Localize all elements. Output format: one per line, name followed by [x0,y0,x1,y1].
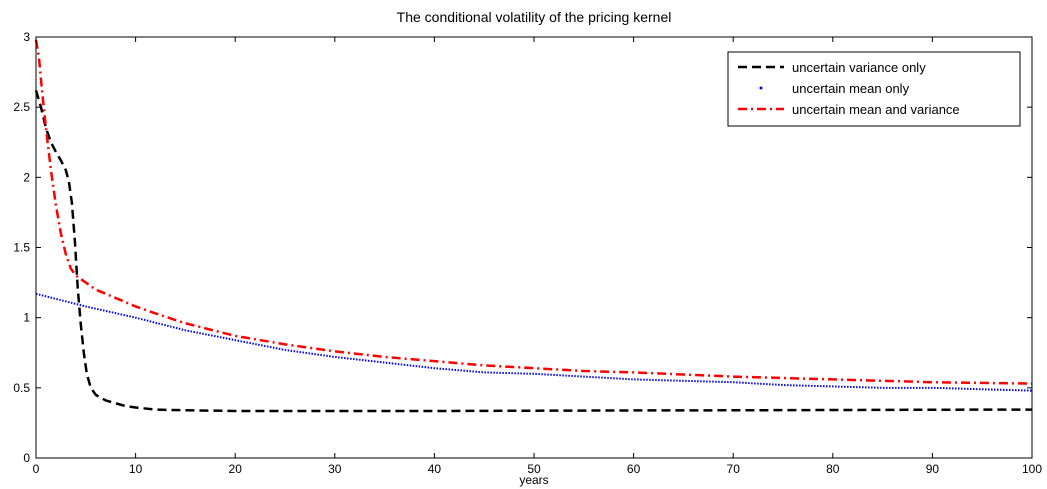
x-axis-label: years [519,473,548,487]
x-tick-label: 80 [826,462,840,476]
series-layer [34,39,1033,413]
y-tick-label: 1 [23,311,30,325]
x-tick-label: 0 [33,462,40,476]
ticks-layer: 0 10 20 30 40 50 60 70 80 90 100 0 0.5 1 1.5 2 2.5 3 [13,30,1042,476]
y-tick-label: 3 [23,30,30,44]
legend: uncertain variance only uncertain mean on… [727,51,1021,127]
legend-box [727,51,1021,127]
x-tick-label: 70 [727,462,741,476]
x-tick-label: 60 [627,462,641,476]
y-tick-label: 0 [23,451,30,465]
y-tick-label: 1.5 [13,241,30,255]
x-tick-label: 30 [328,462,342,476]
chart-title: The conditional volatility of the pricin… [397,9,672,25]
x-tick-label: 100 [1022,462,1042,476]
x-tick-label: 20 [229,462,243,476]
series-line-3 [34,39,1033,385]
series-line-1 [34,89,1033,413]
series-line-2 [35,292,1033,392]
legend-swatch-2 [759,86,763,90]
legend-label-3: uncertain mean and variance [792,102,960,117]
y-tick-label: 0.5 [13,381,30,395]
y-tick-label: 2 [23,170,30,184]
x-tick-label: 50 [527,462,541,476]
x-tick-label: 10 [129,462,143,476]
legend-label-1: uncertain variance only [792,60,926,75]
x-tick-label: 40 [428,462,442,476]
x-tick-label: 90 [926,462,940,476]
y-tick-label: 2.5 [13,100,30,114]
legend-label-2: uncertain mean only [792,81,910,96]
